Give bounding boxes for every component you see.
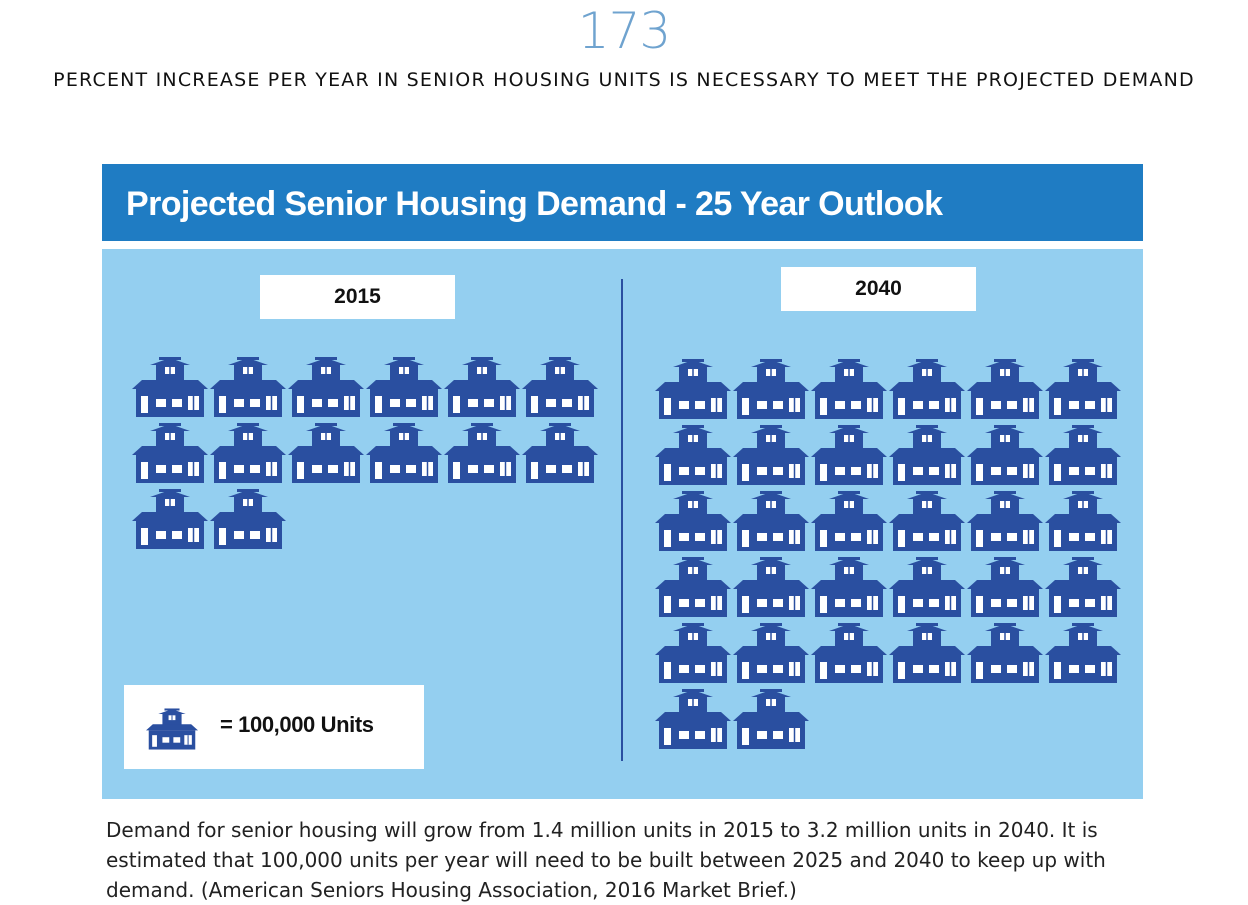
house-icon-2015-12 — [522, 421, 598, 485]
house-icon-2040-28 — [889, 621, 965, 685]
house-icon-2015-8 — [210, 421, 286, 485]
house-icon-2040-7 — [655, 423, 731, 487]
legend-label: = 100,000 Units — [220, 712, 374, 737]
house-icon-2015-4 — [366, 355, 442, 419]
house-icon-2040-18 — [1045, 489, 1121, 553]
house-icon-2040-15 — [811, 489, 887, 553]
house-icon-2040-17 — [967, 489, 1043, 553]
house-icon-2040-27 — [811, 621, 887, 685]
house-icon-2040-5 — [967, 357, 1043, 421]
house-icon-2040-32 — [733, 687, 809, 751]
house-icon-2015-14 — [210, 487, 286, 551]
house-icon-2015-1 — [132, 355, 208, 419]
house-icon — [146, 707, 198, 751]
pictograph-panel: 2015 2040 = 100,000 Units — [102, 249, 1143, 799]
house-icon-2040-19 — [655, 555, 731, 619]
house-icon-2040-2 — [733, 357, 809, 421]
house-icon-2040-14 — [733, 489, 809, 553]
house-icon-2040-1 — [655, 357, 731, 421]
house-icon-2040-10 — [889, 423, 965, 487]
infographic-title-bar: Projected Senior Housing Demand - 25 Yea… — [102, 164, 1143, 241]
house-icon-2040-12 — [1045, 423, 1121, 487]
house-icon-2040-4 — [889, 357, 965, 421]
house-icon-2015-9 — [288, 421, 364, 485]
house-icon-2015-10 — [366, 421, 442, 485]
house-icon-2015-3 — [288, 355, 364, 419]
house-icon-2040-22 — [889, 555, 965, 619]
house-icon-2040-8 — [733, 423, 809, 487]
house-icon-2040-6 — [1045, 357, 1121, 421]
infographic-title: Projected Senior Housing Demand - 25 Yea… — [126, 185, 943, 223]
house-icon-2040-31 — [655, 687, 731, 751]
house-icon-2040-16 — [889, 489, 965, 553]
house-icon-2040-29 — [967, 621, 1043, 685]
caption: Demand for senior housing will grow from… — [106, 818, 1106, 902]
house-icon-2040-20 — [733, 555, 809, 619]
house-icon-2015-13 — [132, 487, 208, 551]
house-icon-2040-30 — [1045, 621, 1121, 685]
house-icon-2040-13 — [655, 489, 731, 553]
legend: = 100,000 Units — [124, 685, 424, 769]
house-icon-2040-26 — [733, 621, 809, 685]
house-icon-2040-24 — [1045, 555, 1121, 619]
house-icon-2040-11 — [967, 423, 1043, 487]
house-icon-2015-5 — [444, 355, 520, 419]
house-icon-2040-3 — [811, 357, 887, 421]
house-icon-2040-9 — [811, 423, 887, 487]
house-icon-2015-11 — [444, 421, 520, 485]
year-divider — [621, 279, 623, 761]
stat-headline: PERCENT INCREASE PER YEAR IN SENIOR HOUS… — [53, 69, 1195, 91]
stat-number: 173 — [577, 2, 671, 60]
house-icon-2040-23 — [967, 555, 1043, 619]
house-icon-2040-25 — [655, 621, 731, 685]
house-icon-2015-2 — [210, 355, 286, 419]
house-icon-2015-7 — [132, 421, 208, 485]
year-label-2015: 2015 — [260, 275, 455, 319]
house-icon-2015-6 — [522, 355, 598, 419]
year-label-2040: 2040 — [781, 267, 976, 311]
house-icon-2040-21 — [811, 555, 887, 619]
